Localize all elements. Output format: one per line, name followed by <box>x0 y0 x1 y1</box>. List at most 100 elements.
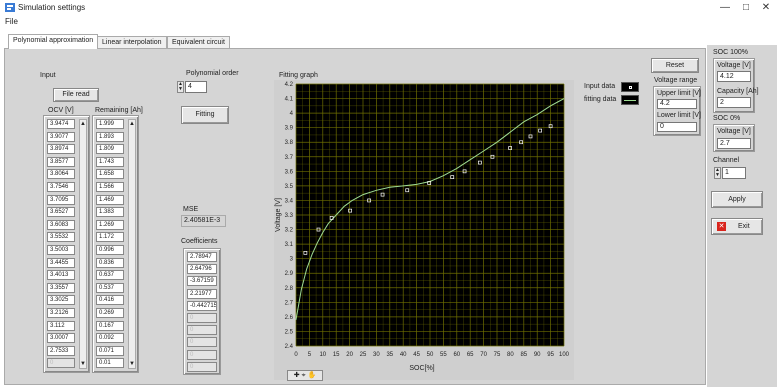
remaining-cell[interactable]: 0.416 <box>96 295 124 306</box>
fitting-chart: 0 5 10 15 20 25 30 35 40 45 50 55 60 65 70 75 80 85 90 95 10… <box>275 82 570 372</box>
ocv-cell[interactable]: 3.112 <box>47 320 75 331</box>
tab-label: Equivalent circuit <box>172 39 225 46</box>
voltage100-label: Voltage [V] <box>717 62 751 69</box>
ocv-cell[interactable]: 3.8974 <box>47 144 75 155</box>
ocv-cell[interactable]: 3.6527 <box>47 207 75 218</box>
y-tick-label: 2.8 <box>285 286 294 292</box>
remaining-cell[interactable]: 1.383 <box>96 207 124 218</box>
ocv-cell[interactable]: 3.7095 <box>47 194 75 205</box>
apply-button[interactable]: Apply <box>711 191 763 208</box>
remaining-cell[interactable]: 0.269 <box>96 308 124 318</box>
scroll-up-icon[interactable]: ▲ <box>129 121 135 127</box>
remaining-cell[interactable]: 0.092 <box>96 333 124 344</box>
remaining-cell[interactable]: 0.167 <box>96 320 124 331</box>
coefficient-cell: 0 <box>187 337 217 348</box>
tab-polynomial-approximation[interactable]: Polynomial approximation <box>8 34 99 49</box>
ocv-cell[interactable]: 3.4455 <box>47 257 75 268</box>
y-tick-label: 3.7 <box>285 155 294 161</box>
coefficient-cell: 0 <box>187 325 217 336</box>
ocv-cell[interactable]: 3.3557 <box>47 282 75 293</box>
y-tick-label: 3.9 <box>285 126 294 132</box>
x-tick-label: 35 <box>386 352 393 358</box>
data-point <box>303 250 308 255</box>
minimize-button[interactable]: — <box>720 2 730 13</box>
capacity-label: Capacity [Ah] <box>717 88 759 95</box>
ocv-cell[interactable]: 3.9474 <box>47 119 75 129</box>
data-point <box>450 175 455 180</box>
ocv-cell[interactable]: 3.2126 <box>47 308 75 318</box>
x-tick-label: 15 <box>333 352 340 358</box>
voltage100-input[interactable]: 4.12 <box>717 71 751 82</box>
remaining-scrollbar[interactable]: ▲ ▼ <box>128 119 136 369</box>
scroll-up-icon[interactable]: ▲ <box>80 121 86 127</box>
voltage0-input[interactable]: 2.7 <box>717 138 751 149</box>
reset-button[interactable]: Reset <box>651 58 699 73</box>
ocv-cell[interactable]: 3.4013 <box>47 270 75 281</box>
remaining-cell[interactable]: 1.269 <box>96 219 124 230</box>
remaining-cell[interactable]: 0.836 <box>96 257 124 268</box>
ocv-scrollbar[interactable]: ▲ ▼ <box>79 119 87 369</box>
ocv-cell[interactable]: 2.7533 <box>47 345 75 356</box>
ocv-cell[interactable]: 3.0007 <box>47 333 75 344</box>
data-point <box>548 124 553 129</box>
remaining-cell[interactable]: 1.743 <box>96 156 124 167</box>
coefficient-cell: 0 <box>187 361 217 372</box>
remaining-cell[interactable]: 1.809 <box>96 144 124 155</box>
menu-file[interactable]: File <box>5 17 18 26</box>
x-tick-label: 70 <box>480 352 487 358</box>
ocv-cell[interactable]: 3.8577 <box>47 156 75 167</box>
ocv-cell[interactable]: 0 <box>47 358 75 369</box>
remaining-cell[interactable]: 0.071 <box>96 345 124 356</box>
remaining-cell[interactable]: 0.01 <box>96 358 124 369</box>
ocv-cell[interactable]: 3.7546 <box>47 182 75 192</box>
y-tick-label: 3.3 <box>285 213 294 219</box>
upper-limit-input[interactable]: 4.2 <box>657 99 697 109</box>
ocv-cell[interactable]: 3.6083 <box>47 219 75 230</box>
channel-input[interactable]: 1 <box>722 167 746 179</box>
graph-toolbar[interactable]: ✚ ⌖ ✋ <box>287 370 323 381</box>
coefficients-label: Coefficients <box>181 238 218 245</box>
ocv-cell[interactable]: 3.3025 <box>47 295 75 306</box>
legend-input-data: Input data <box>584 83 616 90</box>
close-button[interactable]: ✕ <box>761 2 771 13</box>
ocv-cell[interactable]: 3.5532 <box>47 232 75 243</box>
y-tick-label: 4.2 <box>285 82 294 88</box>
remaining-cell[interactable]: 0.637 <box>96 270 124 281</box>
exit-button[interactable]: ✕ Exit <box>711 218 763 235</box>
scroll-down-icon[interactable]: ▼ <box>129 361 135 367</box>
lower-limit-input[interactable]: 0 <box>657 122 697 132</box>
scroll-down-icon[interactable]: ▼ <box>80 361 86 367</box>
ocv-cell[interactable]: 3.5003 <box>47 245 75 255</box>
channel-stepper[interactable]: ▲ ▼ <box>714 167 721 179</box>
graph-tools-icon[interactable]: ✚ ⌖ ✋ <box>293 372 317 379</box>
polynomial-order-input[interactable]: 4 <box>185 81 207 93</box>
coefficient-cell[interactable]: 2.21977 <box>187 288 217 299</box>
coefficient-cell[interactable]: 2.78947 <box>187 252 217 262</box>
y-tick-label: 2.9 <box>285 271 294 277</box>
file-read-button[interactable]: File read <box>53 88 99 102</box>
remaining-cell[interactable]: 1.658 <box>96 169 124 180</box>
chart-ticks: 0 5 10 15 20 25 30 35 40 45 50 55 60 65 70 75 80 85 90 95 10… <box>285 82 570 358</box>
x-tick-label: 55 <box>440 352 447 358</box>
remaining-column-header: Remaining [Ah] <box>95 107 143 114</box>
coefficient-cell[interactable]: -0.442715 <box>187 300 217 311</box>
y-tick-label: 2.7 <box>285 300 294 306</box>
remaining-cell[interactable]: 1.893 <box>96 131 124 142</box>
remaining-cell[interactable]: 0.537 <box>96 282 124 293</box>
maximize-button[interactable]: □ <box>742 2 750 13</box>
capacity-input[interactable]: 2 <box>717 97 751 108</box>
remaining-cell[interactable]: 1.566 <box>96 182 124 192</box>
tab-equivalent-circuit[interactable]: Equivalent circuit <box>167 36 230 49</box>
remaining-cell[interactable]: 1.999 <box>96 119 124 129</box>
coefficient-cell[interactable]: -3.67159 <box>187 276 217 287</box>
x-tick-label: 90 <box>534 352 541 358</box>
coefficient-cell[interactable]: 2.64796 <box>187 264 217 275</box>
ocv-cell[interactable]: 3.9077 <box>47 131 75 142</box>
data-point <box>316 227 321 232</box>
remaining-cell[interactable]: 1.469 <box>96 194 124 205</box>
remaining-cell[interactable]: 1.172 <box>96 232 124 243</box>
polynomial-order-stepper[interactable]: ▲ ▼ <box>177 81 184 93</box>
ocv-cell[interactable]: 3.8064 <box>47 169 75 180</box>
remaining-cell[interactable]: 0.996 <box>96 245 124 255</box>
fitting-button[interactable]: Fitting <box>181 106 229 124</box>
